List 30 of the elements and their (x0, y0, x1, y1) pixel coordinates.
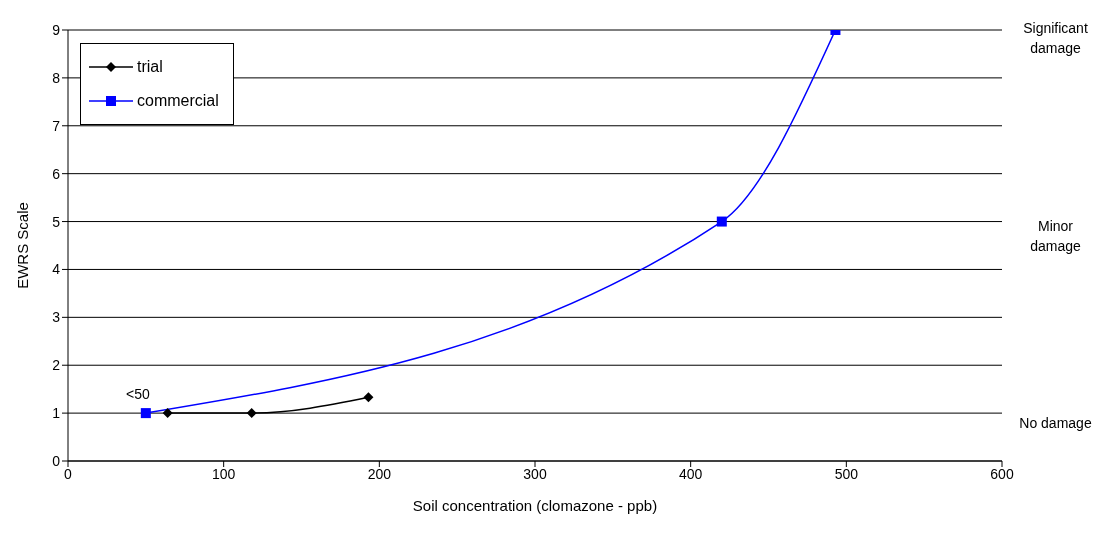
text: No damage (1018, 414, 1093, 433)
x-tick-label: 100 (211, 465, 236, 482)
point (716, 216, 727, 227)
point (246, 408, 257, 419)
y-tick-label: 1 (52, 405, 61, 422)
y-tick-label: 8 (52, 69, 61, 86)
x-tick-label: 400 (678, 465, 703, 482)
y-tick-label: 3 (52, 309, 61, 326)
y-tick-label: 9 (52, 21, 61, 38)
y-tick-label: 4 (52, 261, 61, 278)
x-tick-label: 500 (834, 465, 859, 482)
x-tick-label: 300 (523, 465, 547, 482)
y-axis-title: EWRS Scale (14, 202, 32, 289)
legend-label: commercial (137, 92, 219, 110)
x-tick-label: 600 (990, 465, 1014, 482)
text: Minor damage (1029, 217, 1082, 256)
point (162, 408, 173, 419)
x-tick-label: 200 (367, 465, 392, 482)
point (140, 408, 151, 419)
text: Significant damage (1022, 19, 1089, 58)
y-tick-label: 5 (52, 213, 61, 230)
y-tick-label: 7 (52, 117, 61, 134)
point (363, 392, 374, 403)
x-axis-title: Soil concentration (clomazone - ppb) (412, 497, 658, 514)
y-tick-label: 0 (52, 452, 61, 469)
y-tick-label: 6 (52, 165, 61, 182)
annotation: <50 (125, 386, 150, 403)
x-tick-label: 0 (64, 465, 73, 482)
legend-label: trial (137, 58, 163, 76)
y-tick-label: 2 (52, 357, 61, 374)
